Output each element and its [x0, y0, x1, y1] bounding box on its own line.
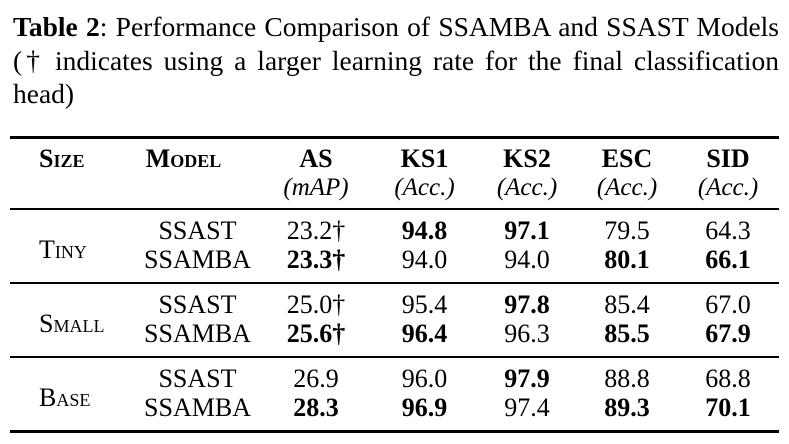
- column-header-ks1-unit: (Acc.): [394, 174, 455, 201]
- value-cell-ks2: 94.0: [504, 245, 550, 274]
- column-header-as: AS (mAP): [260, 138, 372, 210]
- value-cell-ks2: 97.4: [504, 393, 550, 422]
- size-label-tiny: Tiny: [39, 234, 87, 264]
- column-header-ks2-unit: (Acc.): [496, 174, 558, 201]
- value-cell-as: 23.2†: [286, 216, 346, 245]
- column-header-esc-label: ESC: [601, 144, 653, 173]
- value-cell-esc: 80.1: [604, 245, 650, 274]
- column-header-sid-label: SID: [706, 144, 750, 173]
- table-row-small-ssast: Small SSAST 25.0† 95.4 97.8 85.4 67.0: [10, 283, 779, 338]
- value-cell-as: 26.9: [293, 364, 339, 393]
- caption-label: Table 2: [13, 11, 100, 42]
- value-cell-ks1: 94.8: [401, 216, 448, 245]
- model-cell: SSAMBA: [144, 393, 251, 422]
- column-header-size: Size: [10, 138, 135, 210]
- value-cell-ks2: 97.9: [504, 364, 550, 393]
- value-cell-esc: 88.8: [604, 364, 650, 393]
- column-header-sid: SID (Acc.): [677, 138, 779, 210]
- table-row-base-ssast: Base SSAST 26.9 96.0 97.9 88.8 68.8: [10, 357, 779, 411]
- size-group-base: Base SSAST 26.9 96.0 97.9 88.8 68.8 SSAM…: [10, 357, 779, 432]
- column-header-model: Model: [135, 138, 260, 210]
- table-row-base-ssamba: SSAMBA 28.3 96.9 97.4 89.3 70.1: [10, 393, 779, 432]
- column-header-ks1: KS1 (Acc.): [372, 138, 477, 210]
- table-caption: Table 2: Performance Comparison of SSAMB…: [13, 10, 779, 111]
- column-header-as-unit: (mAP): [283, 174, 349, 201]
- table-header: Size Model AS (mAP) KS1 (Acc.) KS2 (Acc.…: [10, 138, 779, 210]
- column-header-esc: ESC (Acc.): [577, 138, 677, 210]
- value-cell-sid: 70.1: [705, 393, 751, 422]
- column-header-ks2-label: KS2: [503, 144, 551, 173]
- size-group-small: Small SSAST 25.0† 95.4 97.8 85.4 67.0 SS…: [10, 283, 779, 357]
- column-header-esc-unit: (Acc.): [596, 174, 658, 201]
- value-cell-ks2: 97.8: [504, 290, 550, 319]
- size-label-base: Base: [39, 382, 91, 412]
- value-cell-ks2: 96.3: [504, 319, 550, 348]
- model-cell: SSAMBA: [144, 319, 251, 348]
- value-cell-esc: 85.5: [604, 319, 650, 348]
- results-table: Size Model AS (mAP) KS1 (Acc.) KS2 (Acc.…: [10, 136, 779, 433]
- caption-text: : Performance Comparison of SSAMBA and S…: [13, 11, 779, 109]
- value-cell-sid: 67.9: [705, 319, 751, 348]
- value-cell-ks1: 94.0: [401, 245, 448, 274]
- value-cell-as: 25.6†: [286, 319, 346, 348]
- value-cell-esc: 89.3: [604, 393, 650, 422]
- model-cell: SSAMBA: [144, 245, 251, 274]
- value-cell-ks1: 95.4: [401, 290, 448, 319]
- value-cell-sid: 68.8: [705, 364, 751, 393]
- column-header-sid-unit: (Acc.): [697, 174, 759, 201]
- column-header-as-label: AS: [299, 144, 333, 173]
- value-cell-ks2: 97.1: [504, 216, 550, 245]
- value-cell-sid: 66.1: [705, 245, 751, 274]
- model-cell: SSAST: [158, 216, 237, 245]
- table-row-tiny-ssast: Tiny SSAST 23.2† 94.8 97.1 79.5 64.3: [10, 209, 779, 264]
- model-cell: SSAST: [158, 364, 237, 393]
- column-header-ks2: KS2 (Acc.): [477, 138, 577, 210]
- table-row-tiny-ssamba: SSAMBA 23.3† 94.0 94.0 80.1 66.1: [10, 245, 779, 283]
- model-cell: SSAST: [158, 290, 237, 319]
- value-cell-as: 28.3: [293, 393, 339, 422]
- value-cell-as: 23.3†: [286, 245, 346, 274]
- value-cell-ks1: 96.4: [401, 319, 448, 348]
- column-header-model-label: Model: [145, 144, 222, 173]
- size-group-tiny: Tiny SSAST 23.2† 94.8 97.1 79.5 64.3 SSA…: [10, 209, 779, 283]
- value-cell-sid: 67.0: [705, 290, 751, 319]
- column-header-size-label: Size: [39, 144, 85, 173]
- column-header-ks1-label: KS1: [400, 144, 449, 173]
- value-cell-sid: 64.3: [705, 216, 751, 245]
- header-row: Size Model AS (mAP) KS1 (Acc.) KS2 (Acc.…: [10, 138, 779, 210]
- value-cell-esc: 79.5: [604, 216, 650, 245]
- table-row-small-ssamba: SSAMBA 25.6† 96.4 96.3 85.5 67.9: [10, 319, 779, 357]
- value-cell-esc: 85.4: [604, 290, 650, 319]
- value-cell-as: 25.0†: [286, 290, 346, 319]
- value-cell-ks1: 96.0: [401, 364, 448, 393]
- value-cell-ks1: 96.9: [401, 393, 448, 422]
- size-label-small: Small: [39, 308, 105, 338]
